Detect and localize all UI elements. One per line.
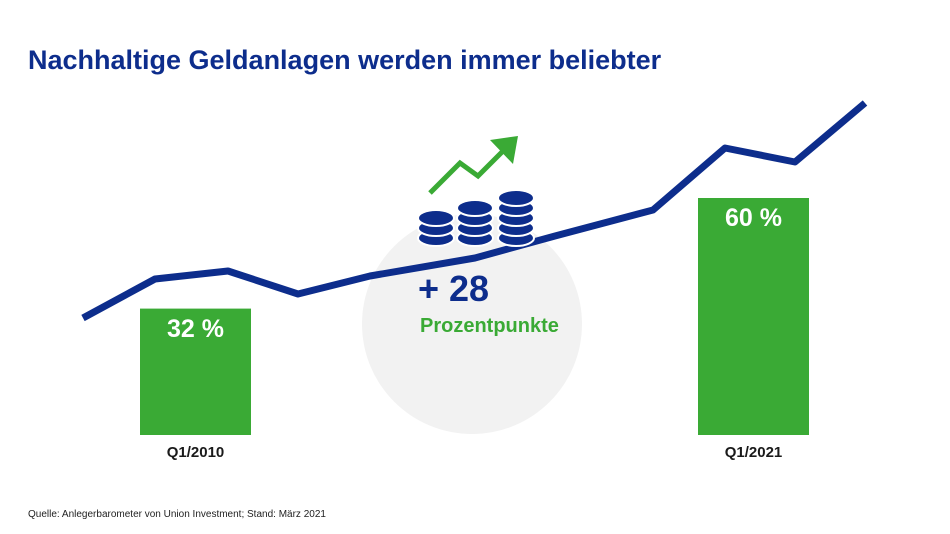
bar-Q1-2010 [140, 308, 251, 435]
delta-unit: Prozentpunkte [420, 315, 559, 337]
bar-Q1-2021 [698, 198, 809, 435]
bar-value-label: 32 % [167, 314, 224, 343]
bars-group [140, 198, 809, 435]
delta-value: + 28 [418, 268, 490, 309]
source-note: Quelle: Anlegerbarometer von Union Inves… [28, 509, 326, 520]
category-label: Q1/2010 [166, 444, 225, 461]
trend-line [81, 100, 868, 322]
category-label: Q1/2021 [724, 444, 783, 461]
chart-title: Nachhaltige Geldanlagen werden immer bel… [28, 45, 662, 75]
coins-growth-icon [417, 136, 535, 247]
bar-value-label: 60 % [725, 204, 782, 232]
